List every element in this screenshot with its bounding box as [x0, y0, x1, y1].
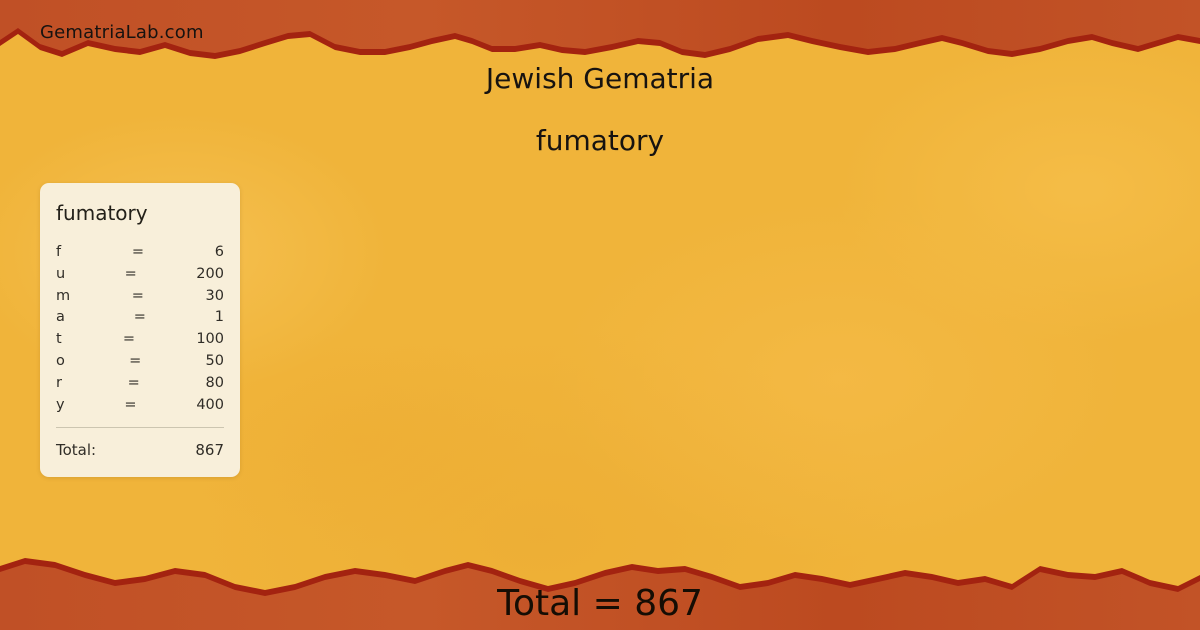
- page-title: Jewish Gematria: [485, 62, 715, 95]
- equals-sign: =: [127, 374, 140, 391]
- letter: f: [56, 244, 62, 260]
- queried-word: fumatory: [535, 124, 665, 157]
- letter: u: [56, 265, 66, 282]
- letter: r: [56, 374, 62, 391]
- gematria-card: fumatory f = 6 u = 200 m = 30 a = 1 t = …: [40, 183, 240, 478]
- letter-value-row: f = 6: [56, 242, 224, 264]
- letter: o: [56, 352, 65, 369]
- letter-value: 30: [205, 287, 224, 304]
- brand[interactable]: GematriaLab.com: [40, 22, 204, 43]
- equals-sign: =: [133, 309, 146, 326]
- equals-sign: =: [124, 265, 137, 282]
- letter-value: 1: [214, 309, 224, 326]
- top-orange-band: [0, 0, 1200, 53]
- letter: y: [56, 396, 65, 413]
- footer-total: Total = 867: [497, 583, 703, 624]
- letter-value-row: a = 1: [56, 307, 224, 329]
- letter: a: [56, 309, 65, 326]
- letter-value: 100: [196, 331, 224, 348]
- card-total-row: Total: 867: [56, 437, 224, 461]
- letter-value-row: y = 400: [56, 395, 224, 417]
- card-word-title: fumatory: [56, 201, 148, 225]
- equals-sign: =: [129, 352, 142, 369]
- letter-value-row: t = 100: [56, 329, 224, 351]
- total-label: Total:: [56, 441, 97, 460]
- letter-value-row: r = 80: [56, 373, 224, 395]
- total-value: 867: [195, 441, 224, 460]
- bottom-orange-band: [0, 564, 1200, 630]
- letter: t: [56, 331, 62, 348]
- letter-value-rows: f = 6 u = 200 m = 30 a = 1 t = 100 o = 5…: [56, 242, 224, 416]
- letter-value-row: o = 50: [56, 351, 224, 373]
- equals-sign: =: [122, 331, 136, 348]
- letter-value: 200: [196, 265, 224, 282]
- letter-value-row: m = 30: [56, 286, 224, 308]
- letter: m: [56, 287, 71, 304]
- letter-value: 50: [205, 352, 224, 369]
- card-divider: [56, 427, 224, 429]
- equals-sign: =: [124, 396, 137, 413]
- letter-value: 400: [196, 396, 224, 413]
- letter-value: 80: [205, 374, 224, 391]
- letter-value-row: u = 200: [56, 264, 224, 286]
- equals-sign: =: [131, 244, 145, 260]
- letter-value: 6: [214, 244, 224, 260]
- equals-sign: =: [131, 287, 144, 304]
